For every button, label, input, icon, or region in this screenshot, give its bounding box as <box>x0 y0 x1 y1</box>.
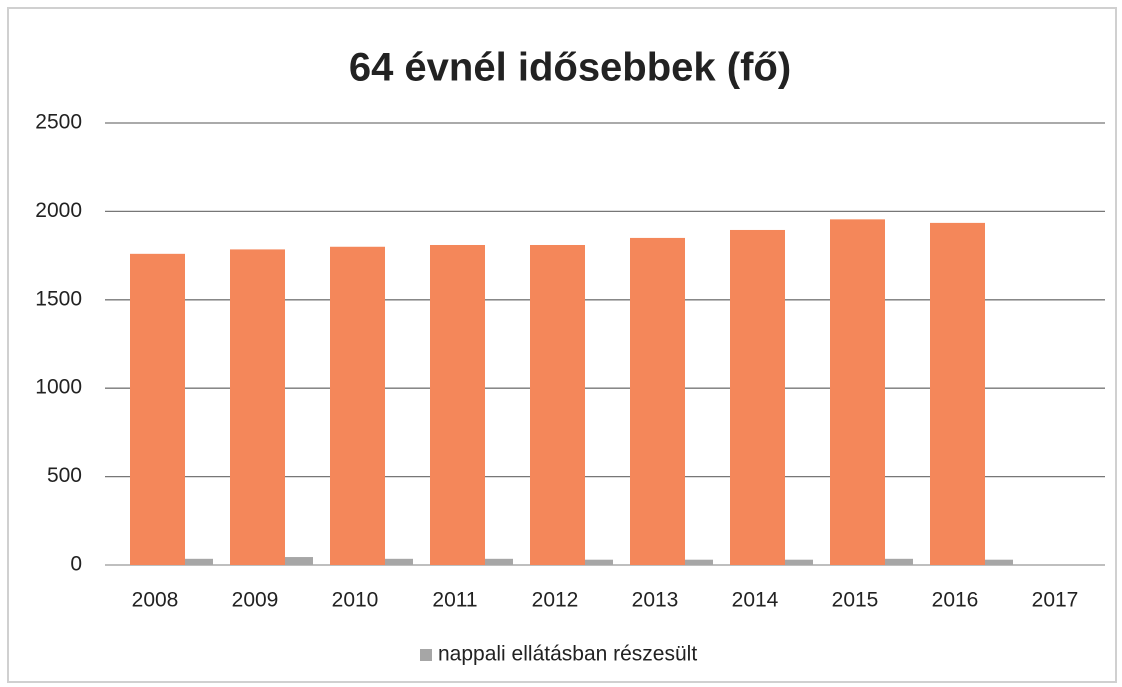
bar <box>885 558 913 565</box>
bar <box>330 246 385 565</box>
bar <box>285 557 313 565</box>
bar <box>485 558 513 565</box>
bar <box>230 249 285 566</box>
bar <box>130 253 185 565</box>
bar <box>430 244 485 565</box>
bar <box>585 559 613 565</box>
bar <box>830 219 885 565</box>
x-tick-label: 2013 <box>632 589 679 612</box>
chart-title: 64 évnél idősebbek (fő) <box>349 46 791 90</box>
bar <box>930 222 985 565</box>
bar <box>630 237 685 566</box>
bar <box>985 559 1013 565</box>
legend-swatch <box>420 649 432 661</box>
x-tick-label: 2014 <box>732 589 779 612</box>
y-tick-label: 500 <box>47 464 82 487</box>
x-tick-label: 2017 <box>1032 589 1079 612</box>
y-tick-label: 1500 <box>35 287 82 310</box>
x-tick-label: 2015 <box>832 589 879 612</box>
bar <box>530 244 585 565</box>
bar <box>730 229 785 566</box>
chart-frame <box>7 7 1117 683</box>
x-tick-label: 2010 <box>332 589 379 612</box>
y-tick-label: 2500 <box>35 111 82 134</box>
x-tick-label: 2011 <box>432 589 477 612</box>
bar <box>785 559 813 565</box>
x-tick-label: 2012 <box>532 589 579 612</box>
x-tick-label: 2008 <box>132 589 179 612</box>
bar <box>185 558 213 565</box>
y-tick-label: 1000 <box>35 376 82 399</box>
bar <box>385 558 413 565</box>
x-tick-label: 2016 <box>932 589 979 612</box>
bar <box>685 559 713 565</box>
legend-label: nappali ellátásban részesült <box>438 643 697 666</box>
x-tick-label: 2009 <box>232 589 279 612</box>
y-tick-label: 2000 <box>35 199 82 222</box>
y-tick-label: 0 <box>70 553 82 576</box>
